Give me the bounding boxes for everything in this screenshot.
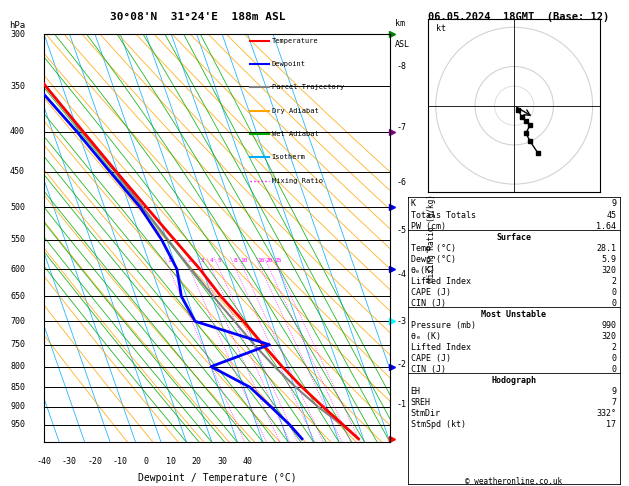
Text: 450: 450 bbox=[10, 167, 25, 176]
Text: Isotherm: Isotherm bbox=[272, 155, 306, 160]
Text: hPa: hPa bbox=[9, 21, 25, 30]
Text: SREH: SREH bbox=[411, 398, 431, 407]
Text: 9: 9 bbox=[611, 387, 616, 396]
Text: 990: 990 bbox=[601, 321, 616, 330]
Text: 30°08'N  31°24'E  188m ASL: 30°08'N 31°24'E 188m ASL bbox=[110, 12, 286, 22]
Text: -30: -30 bbox=[62, 456, 77, 466]
Text: 950: 950 bbox=[10, 420, 25, 429]
Text: 28.1: 28.1 bbox=[596, 243, 616, 253]
Text: 0: 0 bbox=[611, 299, 616, 308]
Text: StmDir: StmDir bbox=[411, 409, 441, 418]
Text: -1: -1 bbox=[397, 400, 407, 409]
Text: -4: -4 bbox=[397, 270, 407, 279]
Text: Dry Adiabat: Dry Adiabat bbox=[272, 108, 318, 114]
Text: θₑ(K): θₑ(K) bbox=[411, 266, 436, 275]
Text: 06.05.2024  18GMT  (Base: 12): 06.05.2024 18GMT (Base: 12) bbox=[428, 12, 610, 22]
Text: 16: 16 bbox=[257, 258, 265, 263]
Text: Most Unstable: Most Unstable bbox=[481, 310, 546, 319]
Text: CIN (J): CIN (J) bbox=[411, 299, 446, 308]
Text: -20: -20 bbox=[87, 456, 103, 466]
Text: 4: 4 bbox=[210, 258, 214, 263]
Text: Lifted Index: Lifted Index bbox=[411, 277, 470, 286]
Text: θₑ (K): θₑ (K) bbox=[411, 332, 441, 341]
Text: 0: 0 bbox=[611, 365, 616, 374]
Text: 10: 10 bbox=[166, 456, 176, 466]
Text: -40: -40 bbox=[36, 456, 52, 466]
Text: Wet Adiabat: Wet Adiabat bbox=[272, 131, 318, 137]
Text: 45: 45 bbox=[606, 210, 616, 220]
Text: 0: 0 bbox=[611, 288, 616, 297]
Text: 5.9: 5.9 bbox=[601, 255, 616, 263]
Text: 2: 2 bbox=[611, 277, 616, 286]
Text: Temp (°C): Temp (°C) bbox=[411, 243, 456, 253]
Text: 2: 2 bbox=[611, 343, 616, 352]
Text: 40: 40 bbox=[243, 456, 252, 466]
Text: 400: 400 bbox=[10, 127, 25, 136]
Text: -7: -7 bbox=[397, 123, 407, 132]
Text: 20: 20 bbox=[192, 456, 202, 466]
Text: 300: 300 bbox=[10, 30, 25, 38]
Text: 10: 10 bbox=[240, 258, 247, 263]
Text: 1.64: 1.64 bbox=[596, 222, 616, 230]
Text: kt: kt bbox=[436, 24, 446, 33]
Text: 350: 350 bbox=[10, 82, 25, 91]
Text: 800: 800 bbox=[10, 362, 25, 371]
Text: Pressure (mb): Pressure (mb) bbox=[411, 321, 476, 330]
Text: 700: 700 bbox=[10, 317, 25, 326]
Text: Dewp (°C): Dewp (°C) bbox=[411, 255, 456, 263]
Text: Hodograph: Hodograph bbox=[491, 376, 536, 385]
Text: 25: 25 bbox=[275, 258, 282, 263]
Text: Surface: Surface bbox=[496, 233, 531, 242]
Text: CAPE (J): CAPE (J) bbox=[411, 354, 451, 363]
Text: Lifted Index: Lifted Index bbox=[411, 343, 470, 352]
Text: Parcel Trajectory: Parcel Trajectory bbox=[272, 85, 344, 90]
Text: StmSpd (kt): StmSpd (kt) bbox=[411, 420, 465, 429]
Text: 30: 30 bbox=[217, 456, 227, 466]
Text: 600: 600 bbox=[10, 264, 25, 274]
Text: Temperature: Temperature bbox=[272, 38, 318, 44]
Text: Dewpoint: Dewpoint bbox=[272, 61, 306, 67]
Text: 7: 7 bbox=[611, 398, 616, 407]
Text: Dewpoint / Temperature (°C): Dewpoint / Temperature (°C) bbox=[138, 473, 296, 483]
Text: 332°: 332° bbox=[596, 409, 616, 418]
Text: km: km bbox=[395, 19, 405, 28]
Text: CIN (J): CIN (J) bbox=[411, 365, 446, 374]
Text: -8: -8 bbox=[397, 62, 407, 71]
Text: -6: -6 bbox=[397, 178, 407, 187]
Text: 0: 0 bbox=[611, 354, 616, 363]
Text: -5: -5 bbox=[397, 226, 407, 235]
Text: 2: 2 bbox=[188, 258, 192, 263]
Text: ASL: ASL bbox=[395, 40, 410, 49]
Text: 0: 0 bbox=[143, 456, 148, 466]
Text: Totals Totals: Totals Totals bbox=[411, 210, 476, 220]
Text: 550: 550 bbox=[10, 235, 25, 244]
Text: -2: -2 bbox=[397, 360, 407, 369]
Text: CAPE (J): CAPE (J) bbox=[411, 288, 451, 297]
Text: 320: 320 bbox=[601, 266, 616, 275]
Text: 5: 5 bbox=[218, 258, 221, 263]
Text: 900: 900 bbox=[10, 402, 25, 411]
Text: PW (cm): PW (cm) bbox=[411, 222, 446, 230]
Text: 500: 500 bbox=[10, 203, 25, 212]
Text: Mixing Ratio (g/kg): Mixing Ratio (g/kg) bbox=[427, 194, 436, 282]
Text: Mixing Ratio: Mixing Ratio bbox=[272, 177, 323, 184]
Text: 850: 850 bbox=[10, 382, 25, 392]
Text: 320: 320 bbox=[601, 332, 616, 341]
Text: K: K bbox=[411, 199, 416, 208]
Text: 17: 17 bbox=[606, 420, 616, 429]
Text: 9: 9 bbox=[611, 199, 616, 208]
Text: EH: EH bbox=[411, 387, 421, 396]
Text: 3: 3 bbox=[201, 258, 204, 263]
Text: 750: 750 bbox=[10, 340, 25, 349]
Text: 20: 20 bbox=[266, 258, 274, 263]
Text: -10: -10 bbox=[113, 456, 128, 466]
Text: 650: 650 bbox=[10, 292, 25, 301]
Text: © weatheronline.co.uk: © weatheronline.co.uk bbox=[465, 477, 562, 486]
Text: 1: 1 bbox=[167, 258, 171, 263]
Text: 8: 8 bbox=[234, 258, 238, 263]
Text: -3: -3 bbox=[397, 317, 407, 326]
